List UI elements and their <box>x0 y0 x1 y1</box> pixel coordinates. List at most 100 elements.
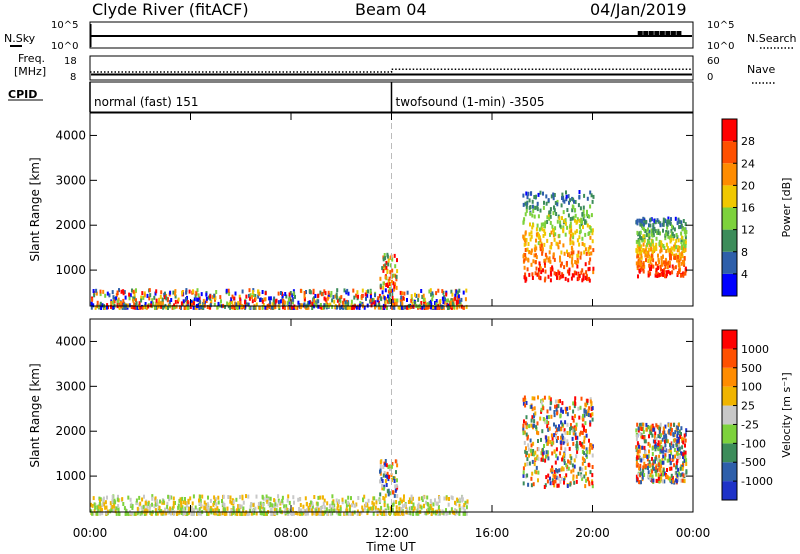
power-echo-cell <box>454 293 457 298</box>
velocity-echo-cell <box>541 429 544 434</box>
power-echo-cell <box>454 296 457 301</box>
velocity-echo-cell <box>383 471 386 475</box>
velocity-echo-cell <box>654 442 657 446</box>
power-echo-cell <box>660 259 663 264</box>
velocity-echo-cell <box>179 507 182 512</box>
power-echo-cell <box>422 293 425 298</box>
power-echo-cell <box>391 295 394 300</box>
velocity-echo-cell <box>379 479 381 484</box>
velocity-echo-cell <box>673 448 676 452</box>
velocity-echo-cell <box>200 502 202 507</box>
velocity-echo-cell <box>333 508 336 513</box>
power-echo-cell <box>683 230 686 234</box>
velocity-echo-cell <box>307 508 310 513</box>
power-echo-cell <box>584 262 587 267</box>
velocity-echo-cell <box>279 508 281 512</box>
velocity-echo-cell <box>552 473 555 478</box>
velocity-echo-cell <box>341 500 344 505</box>
power-echo-cell <box>523 217 526 222</box>
power-echo-cell <box>553 257 556 262</box>
power-echo-cell <box>317 299 320 304</box>
power-echo-cell <box>161 301 164 306</box>
velocity-echo-cell <box>524 474 527 478</box>
velocity-echo-cell <box>401 504 404 509</box>
power-echo-cell <box>118 306 121 310</box>
power-echo-cell <box>122 291 125 296</box>
velocity-echo-cell <box>527 447 530 452</box>
velocity-echo-cell <box>522 473 525 478</box>
velocity-echo-cell <box>180 500 182 505</box>
velocity-echo-cell <box>437 505 440 509</box>
velocity-echo-cell <box>240 504 243 509</box>
power-echo-cell <box>524 272 527 277</box>
power-echo-cell <box>577 259 580 264</box>
velocity-echo-cell <box>406 507 409 512</box>
velocity-echo-cell <box>647 474 649 479</box>
velocity-echo-cell <box>669 445 672 450</box>
power-echo-cell <box>540 222 543 227</box>
power-echo-cell <box>388 298 391 303</box>
velocity-echo-cell <box>533 452 536 457</box>
power-echo-cell <box>388 287 391 291</box>
velocity-echo-cell <box>664 453 667 458</box>
power-ytick-label: 4000 <box>55 128 86 142</box>
power-echo-cell <box>282 298 285 303</box>
velocity-echo-cell <box>315 508 318 513</box>
power-echo-cell <box>425 302 427 307</box>
power-echo-cell <box>655 261 657 266</box>
velocity-echo-cell <box>395 483 398 488</box>
velocity-echo-cell <box>669 448 672 453</box>
power-echo-cell <box>545 255 548 260</box>
velocity-colorbar-tick-label: 25 <box>741 400 755 413</box>
power-echo-cell <box>387 289 390 294</box>
power-echo-cell <box>261 305 264 310</box>
velocity-echo-cell <box>560 427 563 432</box>
velocity-echo-cell <box>411 506 413 511</box>
power-echo-cell <box>402 296 405 301</box>
velocity-echo-cell <box>179 497 182 502</box>
velocity-echo-cell <box>430 501 433 506</box>
power-echo-cell <box>388 276 391 281</box>
power-echo-cell <box>532 209 535 213</box>
velocity-echo-cell <box>526 436 529 441</box>
velocity-echo-cell <box>557 404 560 409</box>
velocity-echo-cell <box>566 442 569 447</box>
power-echo-cell <box>538 235 541 240</box>
velocity-echo-cell <box>655 478 658 483</box>
velocity-echo-cell <box>591 445 594 450</box>
velocity-echo-cell <box>456 510 459 515</box>
power-echo-cell <box>680 246 683 251</box>
velocity-echo-cell <box>155 511 157 516</box>
velocity-echo-cell <box>319 507 322 511</box>
velocity-echo-cell <box>399 511 402 515</box>
velocity-echo-cell <box>396 463 399 468</box>
velocity-echo-cell <box>215 511 218 516</box>
velocity-echo-cell <box>391 462 394 466</box>
velocity-echo-cell <box>412 508 415 513</box>
power-echo-cell <box>538 261 541 266</box>
velocity-echo-cell <box>555 447 558 452</box>
velocity-echo-cell <box>170 495 173 500</box>
power-echo-cell <box>592 270 595 275</box>
velocity-echo-cell <box>684 472 687 477</box>
velocity-echo-cell <box>396 494 399 499</box>
power-echo-cell <box>249 293 252 298</box>
velocity-echo-cell <box>281 495 284 500</box>
velocity-echo-cell <box>576 435 579 440</box>
power-echo-cell <box>552 211 555 216</box>
velocity-echo-cell <box>238 508 241 513</box>
velocity-echo-cell <box>685 458 688 463</box>
velocity-echo-cell <box>572 441 575 446</box>
power-echo-cell <box>123 305 126 310</box>
power-echo-cell <box>135 288 137 293</box>
velocity-echo-cell <box>393 511 396 516</box>
velocity-echo-cell <box>432 502 435 507</box>
velocity-echo-cell <box>533 462 536 467</box>
velocity-echo-cell <box>530 483 533 488</box>
velocity-echo-cell <box>561 422 564 427</box>
velocity-echo-cell <box>304 511 307 516</box>
power-echo-cell <box>382 268 385 273</box>
velocity-echo-cell <box>295 511 298 515</box>
power-echo-cell <box>271 302 274 307</box>
velocity-echo-cell <box>589 442 592 447</box>
